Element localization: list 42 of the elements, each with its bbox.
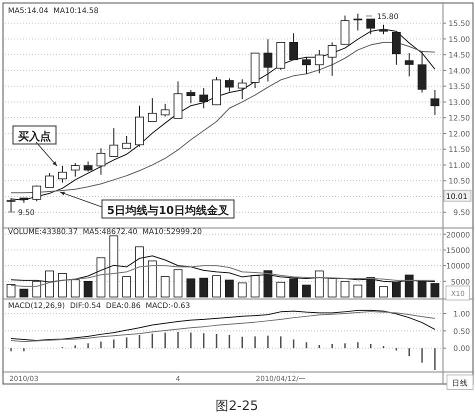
bar [19,288,28,298]
bar [122,276,132,298]
candlestick [160,103,170,117]
candlestick [70,162,80,178]
candlestick [109,128,118,157]
candlestick [199,88,208,109]
candlestick [302,56,311,74]
candlestick [148,98,157,122]
candlestick [224,78,234,92]
annotation: 5日均线与10日均线金叉 [107,204,229,217]
bar [199,278,208,298]
bar [353,284,362,298]
caption: 图2-25 [216,399,258,414]
candlestick [392,32,401,66]
candlestick [314,49,324,74]
candlestick [122,135,132,149]
bar [212,275,221,298]
candlestick [84,161,93,172]
candlestick [328,42,337,76]
bar [148,260,157,298]
bar [276,282,286,298]
bar [6,284,16,298]
candlestick [238,78,247,100]
bar [379,286,388,298]
candlestick [186,89,196,104]
bar [302,284,311,298]
candlestick [58,165,67,184]
candlestick [289,32,298,60]
candlestick [353,13,362,31]
bar [84,280,93,298]
bar [186,278,196,298]
bar [174,269,182,298]
candlestick [264,38,272,82]
bar [160,276,170,298]
annotation: 买入点 [18,130,51,143]
candlestick [430,89,440,116]
bar [224,280,234,298]
candlestick [45,172,54,188]
candlestick [96,148,106,176]
candlestick [404,52,414,77]
line-series [10,265,436,287]
bar [238,282,247,298]
